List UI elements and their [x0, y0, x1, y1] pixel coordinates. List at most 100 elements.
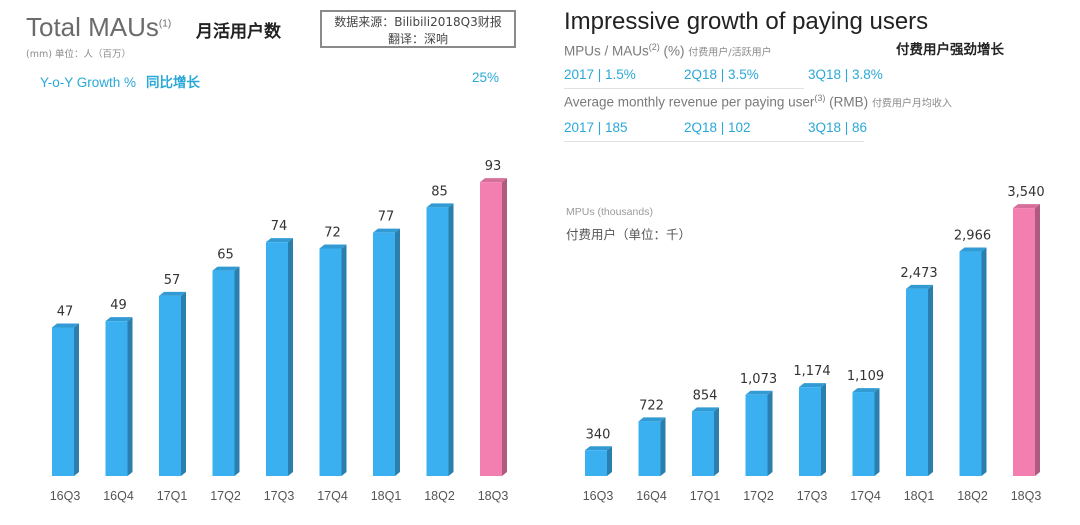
- left-bar-top: [480, 178, 507, 183]
- left-bar: [319, 248, 342, 476]
- arpu-text: Average monthly revenue per paying user: [564, 94, 815, 110]
- right-bar-side: [928, 284, 933, 476]
- left-chart-title-cn: 月活用户数: [196, 22, 281, 42]
- arpu-footnote: (3): [814, 93, 826, 103]
- right-bar: [906, 288, 928, 476]
- arpu-stat-2017: 2017 | 185: [564, 120, 628, 135]
- right-category-label: 17Q1: [690, 489, 721, 503]
- arpu-stat-2q18: 2Q18 | 102: [684, 120, 751, 135]
- right-bar-side: [821, 383, 826, 476]
- mpu-ratio-unit: (%): [663, 43, 685, 59]
- left-bar-top: [52, 323, 79, 328]
- source-line: 数据来源：Bilibili2018Q3财报: [334, 15, 502, 29]
- right-bar-top: [959, 247, 987, 252]
- left-bar: [373, 232, 395, 476]
- right-category-label: 18Q3: [1011, 489, 1042, 503]
- right-category-label: 17Q4: [850, 489, 881, 503]
- right-bar-side: [660, 417, 666, 476]
- left-bar-top: [319, 244, 347, 249]
- right-chart-axis-label-cn: 付费用户（单位：千）: [566, 227, 692, 242]
- yoy-growth-value: 25%: [472, 70, 500, 85]
- left-bar-value-label: 77: [378, 210, 395, 225]
- left-bar-value-label: 85: [431, 184, 448, 199]
- right-chart-title: Impressive growth of paying users: [564, 8, 929, 35]
- mpu-ratio-text: MPUs / MAUs: [564, 43, 649, 59]
- left-bar-value-label: 47: [57, 304, 74, 319]
- right-category-label: 18Q2: [957, 489, 988, 503]
- left-category-label: 17Q3: [264, 489, 295, 503]
- yoy-label-cn: 同比增长: [146, 75, 201, 91]
- arpu-unit: (RMB): [829, 94, 869, 110]
- mpu-ratio-footnote: (2): [648, 42, 660, 52]
- left-category-label: 18Q3: [478, 489, 509, 503]
- right-bar-side: [1035, 204, 1040, 477]
- left-bar-value-label: 65: [217, 248, 234, 263]
- right-category-label: 17Q3: [797, 489, 828, 503]
- right-bar-value-label: 1,073: [740, 372, 777, 387]
- right-bar-chart: 340 16Q3 722 16Q4 854 17Q1 1,073 17Q2 1,174 17Q3 1…: [583, 185, 1045, 503]
- left-bar-side: [395, 228, 400, 476]
- right-bar: [852, 392, 875, 476]
- right-bar-value-label: 2,473: [900, 266, 937, 281]
- left-bar: [212, 270, 235, 476]
- left-title-footnote: (1): [158, 18, 172, 30]
- right-category-label: 16Q4: [636, 489, 667, 503]
- left-bar-side: [74, 323, 79, 476]
- right-bar-side: [981, 247, 987, 476]
- mpu-divider: [564, 88, 804, 89]
- left-bar-side: [181, 291, 186, 476]
- arpu-label: Average monthly revenue per paying user(…: [564, 93, 952, 110]
- left-unit-label: (mm) 单位：人（百万）: [26, 49, 131, 60]
- left-bar-top: [159, 291, 186, 296]
- right-category-label: 18Q1: [904, 489, 935, 503]
- mpu-ratio-cn: 付费用户/活跃用户: [688, 47, 772, 59]
- left-category-label: 16Q4: [103, 489, 134, 503]
- left-title-text: Total MAUs: [26, 12, 159, 42]
- right-bar: [959, 251, 982, 476]
- left-bar-side: [288, 238, 293, 476]
- right-bar: [638, 421, 661, 476]
- left-bar-top: [426, 203, 454, 208]
- left-bar-value-label: 93: [485, 159, 502, 174]
- left-category-label: 18Q1: [371, 489, 402, 503]
- yoy-growth-label: Y-o-Y Growth % 同比增长: [40, 71, 200, 91]
- left-bar-top: [212, 266, 240, 271]
- left-bar: [266, 242, 288, 476]
- right-chart-title-cn: 付费用户强劲增长: [896, 42, 1004, 58]
- right-chart-axis-label: MPUs (thousands): [566, 206, 653, 218]
- mpu-stat-2q18: 2Q18 | 3.5%: [684, 67, 759, 82]
- right-bar: [799, 387, 821, 476]
- left-bar-value-label: 74: [271, 219, 288, 234]
- left-chart-title: Total MAUs(1): [26, 12, 171, 43]
- right-bar-top: [1013, 204, 1040, 209]
- right-bar-value-label: 2,966: [954, 229, 991, 244]
- left-bar-value-label: 49: [110, 298, 127, 313]
- left-bar: [52, 327, 74, 476]
- right-bar-side: [714, 407, 719, 476]
- mpu-stat-2017: 2017 | 1.5%: [564, 67, 636, 82]
- left-bar-value-label: 57: [164, 273, 181, 288]
- left-bar-side: [502, 178, 507, 476]
- arpu-stat-3q18: 3Q18 | 86: [808, 120, 868, 135]
- left-bar-chart: 47 16Q3 49 16Q4 57 17Q1 65 17Q2 74 17Q3 72 17Q4 77 18…: [50, 159, 509, 503]
- left-bar: [480, 182, 502, 476]
- arpu-cn: 付费用户月均收入: [871, 98, 952, 110]
- left-bar-top: [105, 317, 133, 322]
- left-bar-value-label: 72: [324, 225, 341, 240]
- left-bar-side: [127, 317, 133, 476]
- left-category-label: 17Q2: [210, 489, 241, 503]
- right-bar-top: [638, 417, 666, 422]
- right-bar-top: [852, 388, 880, 393]
- left-bar: [426, 207, 449, 476]
- left-bar-top: [373, 228, 400, 233]
- right-bar-side: [607, 446, 612, 476]
- left-bar-top: [266, 238, 293, 243]
- translator-line: 翻译：深响: [387, 32, 448, 46]
- left-bar-side: [234, 266, 240, 476]
- right-bar-value-label: 340: [586, 427, 611, 442]
- right-bar-top: [692, 407, 719, 412]
- right-bar-top: [906, 284, 933, 289]
- left-bar-side: [341, 244, 347, 476]
- left-category-label: 17Q1: [157, 489, 188, 503]
